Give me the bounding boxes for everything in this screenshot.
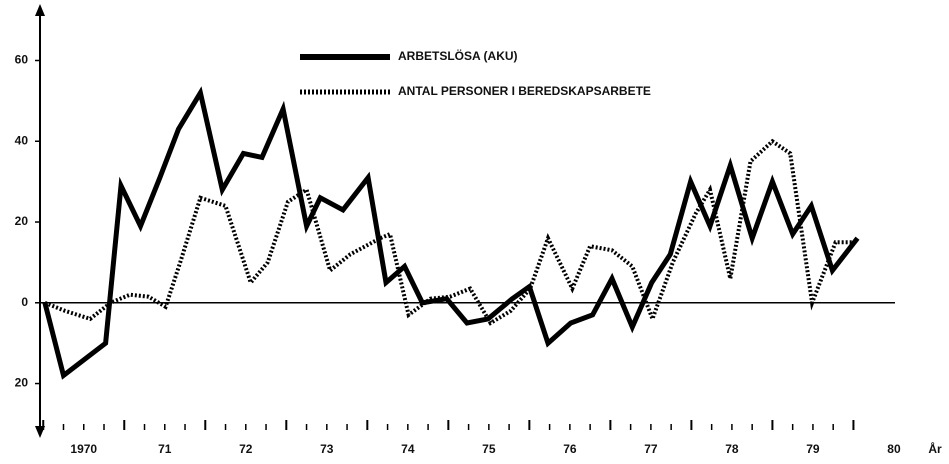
- y-tick-label: 0: [21, 295, 28, 309]
- x-tick-label: 71: [158, 442, 172, 456]
- y-tick-label: 60: [15, 53, 29, 67]
- x-tick-label: 72: [239, 442, 253, 456]
- x-tick-label: 80: [887, 442, 901, 456]
- x-axis-label: År: [928, 441, 942, 456]
- y-tick-label: 20: [15, 376, 29, 390]
- y-axis-arrow-top: [35, 4, 45, 16]
- x-tick-label: 77: [644, 442, 658, 456]
- line-series: [42, 86, 860, 380]
- x-tick-label: 78: [725, 442, 739, 456]
- y-tick-label: 40: [15, 133, 29, 147]
- x-tick-label: 75: [482, 442, 496, 456]
- legend-label: ANTAL PERSONER I BEREDSKAPSARBETE: [398, 84, 651, 98]
- y-tick-label: 20: [15, 214, 29, 228]
- x-tick-label: 79: [806, 442, 820, 456]
- x-tick-label: 76: [563, 442, 577, 456]
- x-tick-label: 1970: [70, 442, 97, 456]
- line-series: [44, 138, 856, 326]
- x-tick-label: 74: [401, 442, 415, 456]
- x-tick-label: 73: [320, 442, 334, 456]
- legend-label: ARBETSLÖSA (AKU): [398, 48, 518, 63]
